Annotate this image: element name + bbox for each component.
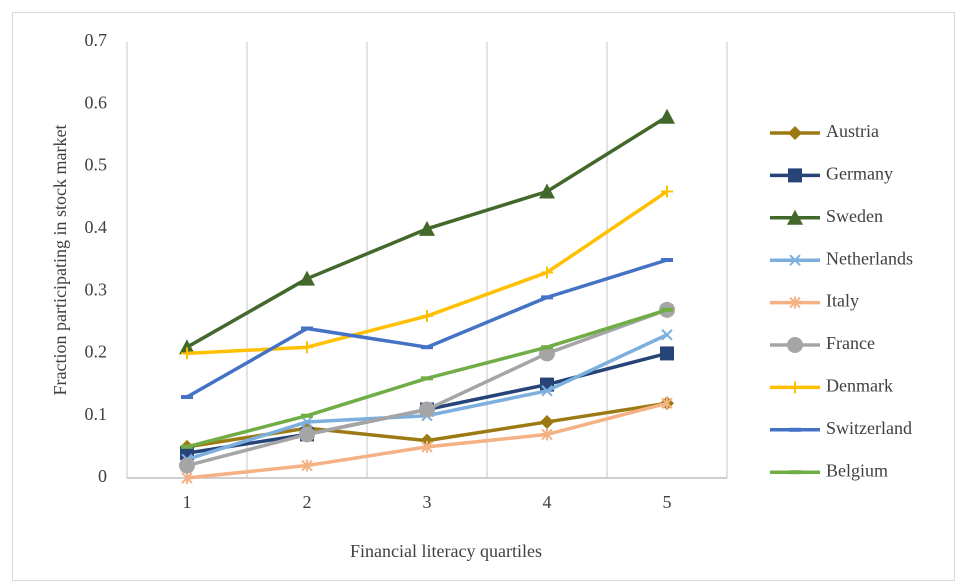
marker	[419, 220, 435, 236]
marker	[661, 397, 673, 410]
legend-label: France	[826, 333, 875, 353]
marker	[181, 472, 193, 484]
marker	[179, 457, 195, 474]
legend-label: Austria	[826, 121, 879, 141]
x-tick-label: 2	[303, 492, 312, 512]
marker	[540, 414, 554, 429]
x-tick-label: 5	[663, 492, 672, 512]
chart-frame	[12, 12, 955, 581]
marker	[541, 266, 553, 279]
marker	[788, 168, 802, 183]
legend-label: Switzerland	[826, 418, 912, 438]
legend-label: Italy	[826, 291, 859, 311]
y-tick-label: 0.3	[85, 279, 108, 299]
marker	[788, 126, 802, 140]
marker	[789, 296, 801, 309]
y-tick-label: 0.2	[85, 342, 108, 362]
marker	[301, 459, 313, 472]
y-tick-label: 0.1	[85, 404, 108, 424]
marker	[541, 385, 553, 397]
marker	[419, 401, 435, 418]
x-axis-title: Financial literacy quartiles	[350, 541, 542, 561]
y-tick-label: 0.7	[85, 30, 108, 50]
y-tick-label: 0.5	[85, 155, 108, 175]
marker	[539, 183, 555, 199]
legend-label: Netherlands	[826, 248, 913, 268]
marker	[301, 341, 313, 354]
marker	[179, 339, 195, 355]
y-tick-label: 0.4	[85, 217, 108, 237]
x-tick-label: 3	[423, 492, 432, 512]
x-tick-label: 4	[543, 492, 552, 512]
y-tick-label: 0	[98, 466, 107, 486]
marker	[421, 310, 433, 323]
marker	[659, 108, 675, 124]
y-tick-label: 0.6	[85, 92, 108, 112]
marker	[299, 270, 315, 286]
marker	[789, 381, 801, 394]
marker	[660, 346, 674, 361]
legend-label: Sweden	[826, 206, 883, 226]
legend-label: Germany	[826, 164, 893, 184]
marker	[181, 347, 193, 360]
marker	[787, 337, 803, 353]
marker	[421, 440, 433, 453]
y-axis-title: Fraction participating in stock market	[50, 125, 70, 396]
marker	[787, 209, 803, 225]
marker	[661, 329, 673, 341]
marker	[661, 185, 673, 198]
legend-label: Belgium	[826, 460, 888, 480]
marker	[541, 428, 553, 441]
x-tick-label: 1	[183, 492, 192, 512]
marker	[789, 254, 801, 266]
series-line	[186, 190, 668, 356]
marker	[299, 426, 315, 443]
marker	[301, 416, 313, 428]
legend-label: Denmark	[826, 376, 893, 396]
